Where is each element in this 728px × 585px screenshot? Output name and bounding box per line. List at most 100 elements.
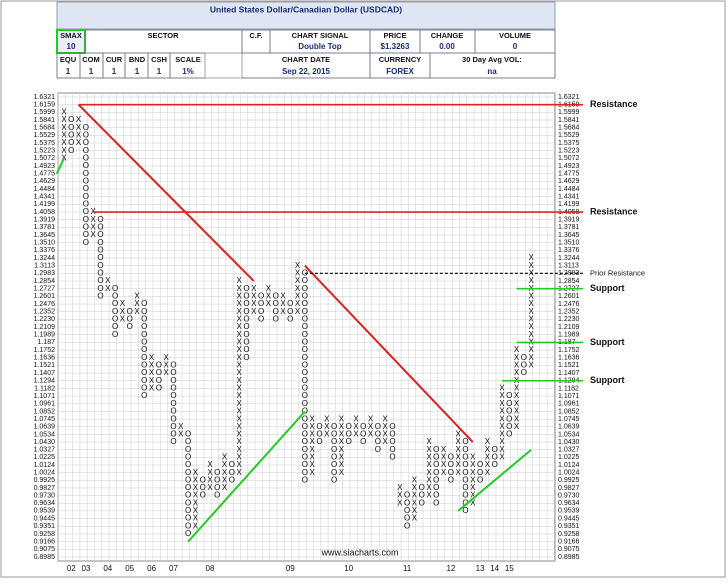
x-box: X (193, 491, 199, 500)
y-tick-label: 1.2854 (558, 278, 580, 285)
x-tick-label: 08 (206, 564, 215, 573)
x-box: X (222, 452, 228, 461)
o-box: O (331, 445, 337, 454)
x-box: X (514, 399, 520, 408)
x-box: X (456, 460, 462, 469)
y-tick-label: 1.3244 (34, 255, 56, 262)
y-tick-label: 1.1407 (558, 370, 580, 377)
o-box: O (112, 291, 118, 300)
o-box: O (433, 452, 439, 461)
x-box: X (237, 430, 243, 439)
o-box: O (346, 422, 352, 431)
o-box: O (302, 338, 308, 347)
level-label: Resistance (590, 206, 638, 216)
y-tick-label: 1.5999 (558, 109, 580, 116)
x-box: X (207, 475, 213, 484)
x-box: X (237, 407, 243, 416)
x-box: X (397, 498, 403, 507)
x-box: X (237, 361, 243, 370)
level-label: Support (590, 283, 625, 293)
y-tick-label: 0.9539 (558, 508, 580, 515)
o-box: O (170, 407, 176, 416)
o-box: O (185, 430, 191, 439)
o-box: O (302, 376, 308, 385)
x-box: X (441, 460, 447, 469)
x-box: X (456, 430, 462, 439)
y-tick-label: 0.9539 (34, 508, 56, 515)
y-tick-label: 1.0852 (34, 408, 56, 415)
x-box: X (339, 460, 345, 469)
o-box: O (97, 291, 103, 300)
o-box: O (302, 475, 308, 484)
x-box: X (470, 498, 476, 507)
o-box: O (141, 368, 147, 377)
y-tick-label: 0.9827 (558, 485, 580, 492)
x-box: X (149, 376, 155, 385)
x-box: X (426, 437, 432, 446)
x-tick-label: 02 (67, 564, 76, 573)
o-box: O (258, 299, 264, 308)
y-tick-label: 1.187 (37, 339, 55, 346)
y-tick-label: 1.5841 (558, 117, 580, 124)
o-box: O (331, 422, 337, 431)
x-box: X (514, 391, 520, 400)
y-tick-label: 1.1989 (558, 332, 580, 339)
o-box: O (302, 299, 308, 308)
x-box: X (324, 430, 330, 439)
o-box: O (360, 430, 366, 439)
o-box: O (141, 330, 147, 339)
x-box: X (251, 307, 257, 316)
x-box: X (237, 330, 243, 339)
x-box: X (441, 468, 447, 477)
x-box: X (61, 146, 67, 155)
x-box: X (207, 468, 213, 477)
o-box: O (448, 460, 454, 469)
y-tick-label: 1.4775 (34, 171, 56, 178)
header-value: 0.00 (439, 42, 455, 51)
x-box: X (339, 468, 345, 477)
o-box: O (389, 430, 395, 439)
x-box: X (76, 115, 82, 124)
x-box: X (412, 483, 418, 492)
x-box: X (164, 368, 170, 377)
x-box: X (339, 445, 345, 454)
o-box: O (375, 445, 381, 454)
x-box: X (456, 437, 462, 446)
header-table: SMAX 10 SECTOR C.F. CHART SIGNAL Double … (56, 29, 556, 79)
o-box: O (273, 314, 279, 323)
o-box: O (258, 291, 264, 300)
x-box: X (251, 284, 257, 293)
x-box: X (470, 491, 476, 500)
y-tick-label: 1.3376 (558, 247, 580, 254)
o-box: O (302, 345, 308, 354)
o-box: O (506, 407, 512, 416)
o-box: O (156, 376, 162, 385)
y-tick-label: 1.5223 (34, 148, 56, 155)
x-box: X (383, 414, 389, 423)
o-box: O (316, 437, 322, 446)
trendline (304, 264, 474, 443)
y-tick-label: 1.2476 (558, 301, 580, 308)
y-tick-label: 1.1294 (34, 378, 56, 385)
o-box: O (273, 307, 279, 316)
x-box: X (91, 222, 97, 231)
header-label: BND (129, 55, 146, 64)
header-label: SCALE (175, 55, 200, 64)
x-box: X (105, 284, 111, 293)
header-label: CHART DATE (282, 55, 330, 64)
x-box: X (324, 422, 330, 431)
y-tick-label: 1.5375 (558, 140, 580, 147)
y-tick-label: 1.0024 (558, 470, 580, 477)
o-box: O (83, 130, 89, 139)
header-value: 1 (66, 67, 71, 76)
o-box: O (83, 184, 89, 193)
o-box: O (97, 253, 103, 262)
x-box: X (470, 483, 476, 492)
x-box: X (91, 230, 97, 239)
y-tick-label: 1.4199 (558, 201, 580, 208)
x-box: X (222, 468, 228, 477)
y-tick-label: 1.3244 (558, 255, 580, 262)
y-tick-label: 1.4484 (558, 186, 580, 193)
x-box: X (295, 307, 301, 316)
